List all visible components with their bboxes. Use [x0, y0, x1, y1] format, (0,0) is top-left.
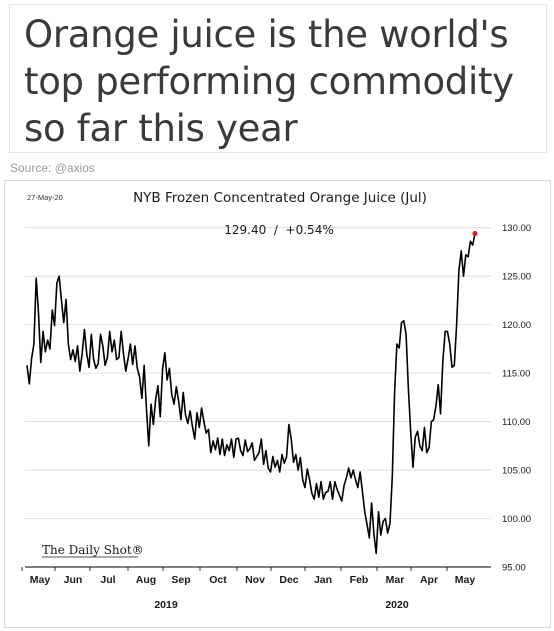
headline-box: Orange juice is the world's top performi… — [9, 4, 547, 153]
y-tick-label: 125.00 — [502, 272, 531, 283]
x-tick-label: Mar — [386, 574, 405, 586]
chart: 130.00 125.00 120.00 115.00 110.00 105.00 100.… — [21, 190, 531, 611]
x-tick-label: Nov — [245, 574, 265, 586]
x-tick-label: Sep — [171, 574, 190, 586]
last-point-marker — [472, 230, 478, 237]
x-tick-label: Apr — [420, 574, 438, 586]
y-tick-label: 95.00 — [502, 563, 526, 574]
source-text: Source: @axios — [10, 161, 95, 175]
x-tick-label: Feb — [350, 574, 369, 586]
x-tick-label: Jul — [100, 574, 115, 586]
x-axis-ticks: May Jun Jul Aug Sep Oct Nov Dec Jan Feb Mar Apr May 2… — [21, 567, 476, 611]
chart-annotation: 129.40 / +0.54% — [224, 223, 333, 237]
x-year-label: 2020 — [385, 599, 409, 611]
x-tick-label: Oct — [209, 574, 227, 586]
chart-title: NYB Frozen Concentrated Orange Juice (Ju… — [133, 190, 427, 206]
chart-frame: 130.00 125.00 120.00 115.00 110.00 105.00 100.… — [4, 180, 551, 628]
y-tick-label: 115.00 — [502, 369, 530, 380]
x-year-label: 2019 — [154, 599, 178, 611]
y-tick-label: 105.00 — [502, 466, 531, 477]
y-tick-label: 110.00 — [502, 417, 530, 428]
x-tick-label: Jan — [314, 574, 332, 586]
x-tick-label: Dec — [279, 574, 298, 586]
y-axis-ticks: 130.00 125.00 120.00 115.00 110.00 105.00 100.… — [502, 223, 531, 573]
x-tick-label: May — [455, 574, 476, 586]
grid-lines — [25, 227, 491, 519]
y-tick-label: 100.00 — [502, 514, 531, 525]
chart-date-label: 27-May-20 — [27, 193, 63, 202]
series-line — [26, 233, 476, 555]
y-tick-label: 120.00 — [502, 320, 531, 331]
x-tick-label: Aug — [136, 574, 156, 586]
y-tick-label: 130.00 — [502, 223, 531, 234]
watermark: The Daily Shot® — [42, 543, 144, 557]
x-tick-label: Jun — [64, 574, 83, 586]
x-tick-label: May — [30, 574, 51, 586]
headline: Orange juice is the world's top performi… — [24, 13, 514, 150]
